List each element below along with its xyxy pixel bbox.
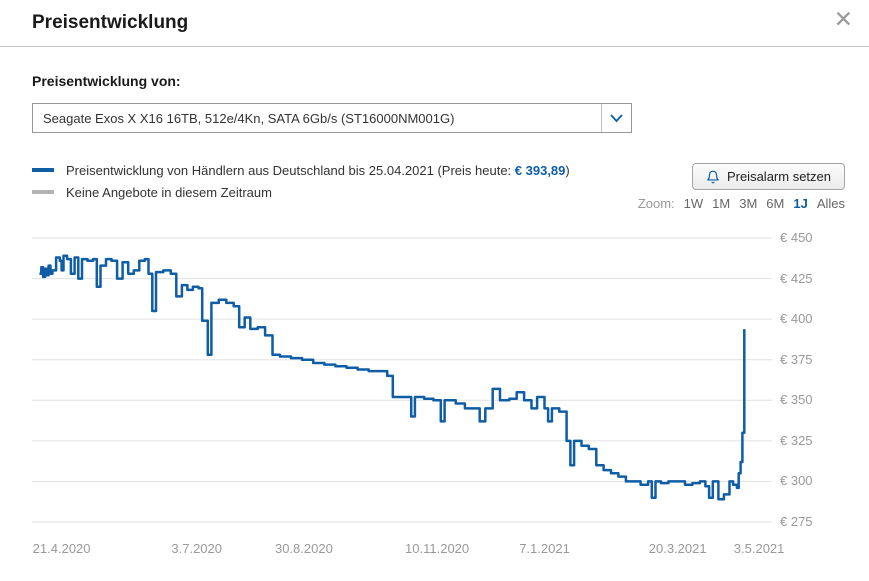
- zoom-option-alles[interactable]: Alles: [816, 196, 845, 211]
- product-select[interactable]: Seagate Exos X X16 16TB, 512e/4Kn, SATA …: [32, 103, 632, 133]
- dialog-body: Preisentwicklung von: Seagate Exos X X16…: [0, 47, 869, 570]
- y-axis-label: € 275: [780, 514, 813, 530]
- legend-series2-label: Keine Angebote in diesem Zeitraum: [66, 184, 272, 200]
- close-icon[interactable]: ✕: [833, 6, 853, 32]
- legend-series1-prefix: Preisentwicklung von Händlern aus Deutsc…: [66, 162, 515, 178]
- zoom-options: 1W 1M 3M 6M 1J Alles: [675, 196, 845, 211]
- y-axis-label: € 300: [780, 473, 813, 489]
- x-axis-label: 7.1.2021: [519, 541, 570, 556]
- x-axis-label: 10.11.2020: [405, 541, 470, 556]
- legend-series1-label: Preisentwicklung von Händlern aus Deutsc…: [66, 163, 570, 178]
- zoom-option-1j[interactable]: 1J: [793, 196, 808, 211]
- price-alert-label: Preisalarm setzen: [726, 169, 831, 184]
- legend-line-blue: [32, 168, 54, 172]
- current-price: € 393,89: [514, 162, 566, 178]
- price-line-series: [39, 254, 746, 501]
- chevron-down-icon: [610, 113, 623, 122]
- y-axis-label: € 450: [780, 229, 813, 245]
- y-axis-label: € 400: [780, 311, 813, 327]
- y-axis-label: € 350: [780, 392, 813, 408]
- price-chart-svg[interactable]: [32, 225, 772, 535]
- x-axis-label: 21.4.2020: [32, 541, 91, 556]
- dialog-header: Preisentwicklung ✕: [0, 0, 869, 47]
- y-axis-label: € 425: [780, 270, 813, 286]
- zoom-option-1m[interactable]: 1M: [712, 196, 731, 211]
- legend-line-gray: [32, 190, 54, 194]
- product-select-label: Preisentwicklung von:: [32, 73, 181, 89]
- dialog-title: Preisentwicklung: [32, 12, 189, 33]
- y-axis-label: € 375: [780, 351, 813, 367]
- price-chart[interactable]: € 450 € 425 € 400 € 375 € 350 € 325 € 300 € 275…: [32, 225, 845, 570]
- product-select-dropdown-button[interactable]: [601, 104, 631, 132]
- x-axis-label: 20.3.2021: [648, 541, 707, 556]
- y-axis-label: € 325: [780, 432, 813, 448]
- legend-row-series1: Preisentwicklung von Händlern aus Deutsc…: [32, 159, 845, 181]
- zoom-controls: Zoom: 1W 1M 3M 6M 1J Alles: [638, 196, 845, 211]
- x-axis-label: 3.7.2020: [171, 541, 222, 556]
- x-axis-label: 3.5.2021: [733, 541, 785, 556]
- legend-row-series2: Keine Angebote in diesem Zeitraum: [32, 181, 845, 203]
- price-alert-button[interactable]: Preisalarm setzen: [691, 163, 845, 190]
- bell-icon: [707, 170, 719, 183]
- product-select-value: Seagate Exos X X16 16TB, 512e/4Kn, SATA …: [43, 110, 455, 126]
- zoom-option-3m[interactable]: 3M: [739, 196, 758, 211]
- zoom-label: Zoom:: [637, 196, 675, 211]
- x-axis-label: 30.8.2020: [274, 541, 333, 556]
- zoom-option-1w[interactable]: 1W: [683, 196, 704, 211]
- legend-series1-suffix: ): [565, 162, 570, 178]
- chart-legend: Preisentwicklung von Händlern aus Deutsc…: [32, 159, 845, 203]
- zoom-option-6m[interactable]: 6M: [766, 196, 785, 211]
